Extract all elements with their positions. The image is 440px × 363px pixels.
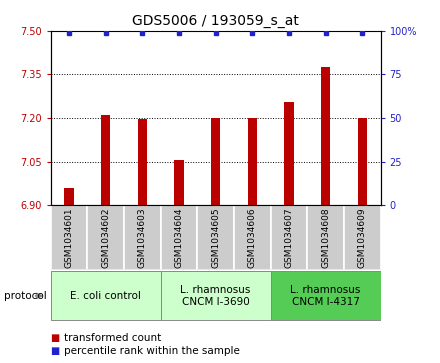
Text: percentile rank within the sample: percentile rank within the sample <box>64 346 240 356</box>
Bar <box>101 115 110 205</box>
Text: GSM1034605: GSM1034605 <box>211 207 220 268</box>
Bar <box>161 205 197 270</box>
Text: L. rhamnosus
CNCM I-4317: L. rhamnosus CNCM I-4317 <box>290 285 361 307</box>
Text: GSM1034608: GSM1034608 <box>321 207 330 268</box>
Bar <box>174 160 183 205</box>
Text: GSM1034601: GSM1034601 <box>64 207 73 268</box>
Text: GSM1034606: GSM1034606 <box>248 207 257 268</box>
Bar <box>51 205 87 270</box>
Bar <box>271 205 307 270</box>
Text: protocol: protocol <box>4 291 47 301</box>
Bar <box>64 188 73 205</box>
Text: E. coli control: E. coli control <box>70 291 141 301</box>
Bar <box>344 205 381 270</box>
Text: GSM1034607: GSM1034607 <box>284 207 293 268</box>
Bar <box>211 118 220 205</box>
Bar <box>51 272 161 320</box>
Text: GSM1034609: GSM1034609 <box>358 207 367 268</box>
Text: transformed count: transformed count <box>64 333 161 343</box>
Text: GSM1034603: GSM1034603 <box>138 207 147 268</box>
Bar <box>284 102 293 205</box>
Text: GSM1034604: GSM1034604 <box>174 208 183 268</box>
Bar <box>87 205 124 270</box>
Text: ■: ■ <box>51 333 60 343</box>
Title: GDS5006 / 193059_s_at: GDS5006 / 193059_s_at <box>132 15 299 28</box>
Text: ■: ■ <box>51 346 60 356</box>
Bar <box>358 118 367 205</box>
Bar <box>138 119 147 205</box>
Bar <box>161 272 271 320</box>
Bar <box>197 205 234 270</box>
Bar <box>321 67 330 205</box>
Bar <box>307 205 344 270</box>
Text: GSM1034602: GSM1034602 <box>101 208 110 268</box>
Bar <box>248 118 257 205</box>
Bar <box>124 205 161 270</box>
Text: L. rhamnosus
CNCM I-3690: L. rhamnosus CNCM I-3690 <box>180 285 251 307</box>
Bar <box>234 205 271 270</box>
Bar <box>271 272 381 320</box>
